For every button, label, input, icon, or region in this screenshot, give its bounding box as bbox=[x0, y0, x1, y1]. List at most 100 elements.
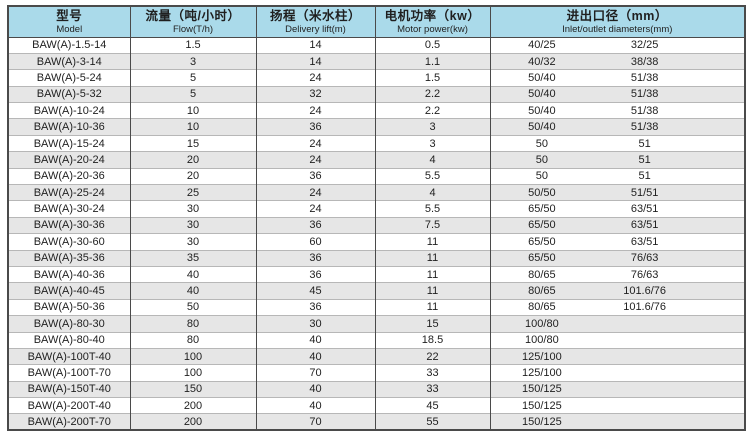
inlet-outlet-value-1: 125/100 bbox=[521, 367, 562, 379]
column-header-motor-power-zh: 电机功率（kw） bbox=[384, 8, 481, 23]
table-row: BAW(A)-1.5-14 1.5 14 0.5 40/25 32/25 bbox=[8, 37, 745, 54]
inlet-outlet-value-2: 63/51 bbox=[630, 235, 659, 248]
cell-inlet-outlet: 50/50 51/51 bbox=[489, 184, 745, 201]
cell-motor-power: 45 bbox=[374, 397, 490, 414]
inlet-outlet-value-2: 32/25 bbox=[630, 39, 659, 52]
inlet-outlet-value-1: 125/100 bbox=[521, 350, 562, 363]
cell-motor-power: 1.5 bbox=[374, 69, 490, 87]
cell-inlet-outlet: 50/40 51/38 bbox=[489, 118, 745, 136]
cell-delivery-lift: 24 bbox=[255, 151, 375, 169]
cell-flow: 20 bbox=[129, 167, 256, 185]
cell-motor-power: 11 bbox=[374, 298, 490, 316]
column-header-flow: 流量（吨/小时） Flow(T/h) bbox=[129, 6, 256, 38]
inlet-outlet-value-2 bbox=[593, 351, 696, 363]
column-header-model: 型号 Model bbox=[8, 6, 130, 38]
cell-model: BAW(A)-1.5-14 bbox=[32, 39, 107, 52]
column-header-model-en: Model bbox=[56, 23, 83, 35]
table-row: BAW(A)-30-36 30 36 7.5 65/50 63/51 bbox=[8, 216, 745, 234]
column-header-motor-power: 电机功率（kw） Motor power(kw) bbox=[374, 6, 490, 38]
inlet-outlet-value-1: 65/50 bbox=[528, 252, 556, 265]
inlet-outlet-value-2: 76/63 bbox=[630, 252, 659, 265]
cell-motor-power: 11 bbox=[374, 249, 490, 267]
cell-flow: 15 bbox=[129, 134, 256, 152]
inlet-outlet-value-1: 50/40 bbox=[528, 104, 556, 117]
table-row: BAW(A)-20-36 20 36 5.5 50 51 bbox=[8, 167, 745, 185]
column-header-flow-zh: 流量（吨/小时） bbox=[145, 8, 241, 23]
cell-inlet-outlet: 125/100 bbox=[489, 347, 745, 365]
inlet-outlet-value-1: 100/80 bbox=[525, 334, 559, 347]
cell-model: BAW(A)-35-36 bbox=[8, 249, 130, 267]
cell-inlet-outlet: 40/32 38/38 bbox=[489, 52, 745, 70]
cell-flow: 100 bbox=[129, 347, 256, 365]
cell-motor-power: 11 bbox=[374, 282, 490, 300]
inlet-outlet-value-2: 101.6/76 bbox=[623, 301, 667, 314]
cell-inlet-outlet: 50 51 bbox=[489, 151, 745, 169]
inlet-outlet-value-2: 51/38 bbox=[630, 104, 659, 117]
cell-flow: 40 bbox=[129, 282, 256, 300]
cell-motor-power: 33 bbox=[374, 364, 490, 382]
column-header-flow-en: Flow(T/h) bbox=[172, 23, 214, 35]
cell-flow: 3 bbox=[129, 52, 256, 70]
cell-flow: 100 bbox=[129, 364, 256, 382]
cell-inlet-outlet: 150/125 bbox=[489, 413, 745, 431]
cell-delivery-lift: 14 bbox=[255, 52, 375, 70]
cell-delivery-lift: 40 bbox=[255, 380, 375, 398]
inlet-outlet-value-2 bbox=[593, 383, 696, 395]
column-header-inlet-outlet: 进出口径（mm） Inlet/outlet diameters(mm) bbox=[489, 6, 745, 38]
cell-model: BAW(A)-200T-70 bbox=[8, 413, 130, 431]
table-row: BAW(A)-40-36 40 36 11 80/65 76/63 bbox=[8, 265, 745, 283]
inlet-outlet-value-2: 51 bbox=[638, 170, 651, 183]
cell-motor-power: 33 bbox=[374, 380, 490, 398]
table-row: BAW(A)-80-30 80 30 15 100/80 bbox=[8, 315, 745, 333]
cell-delivery-lift: 70 bbox=[255, 364, 375, 382]
cell-delivery-lift: 24 bbox=[255, 134, 375, 152]
cell-motor-power: 3 bbox=[374, 118, 490, 136]
inlet-outlet-value-1: 80/65 bbox=[528, 285, 556, 298]
table-row: BAW(A)-3-14 3 14 1.1 40/32 38/38 bbox=[8, 52, 745, 70]
cell-flow: 40 bbox=[129, 265, 256, 283]
inlet-outlet-value-1: 50/50 bbox=[528, 186, 556, 199]
cell-flow: 80 bbox=[129, 331, 256, 349]
cell-delivery-lift: 14 bbox=[255, 37, 375, 54]
inlet-outlet-value-1: 65/50 bbox=[528, 235, 556, 248]
cell-motor-power: 4 bbox=[374, 184, 490, 201]
column-header-inlet-outlet-en: Inlet/outlet diameters(mm) bbox=[562, 23, 673, 35]
inlet-outlet-value-2: 38/38 bbox=[630, 55, 659, 68]
cell-inlet-outlet: 50/40 51/38 bbox=[489, 69, 745, 87]
column-header-model-zh: 型号 bbox=[56, 8, 83, 23]
cell-motor-power: 15 bbox=[374, 315, 490, 333]
cell-delivery-lift: 40 bbox=[255, 397, 375, 414]
cell-model: BAW(A)-40-36 bbox=[8, 265, 130, 283]
cell-inlet-outlet: 100/80 bbox=[489, 331, 745, 349]
inlet-outlet-value-2 bbox=[593, 334, 696, 346]
cell-delivery-lift: 70 bbox=[255, 413, 375, 431]
table-header: 型号 Model 流量（吨/小时） Flow(T/h) 扬程（米水柱） Deli… bbox=[8, 6, 745, 38]
cell-inlet-outlet: 150/125 bbox=[489, 397, 745, 414]
table-row: BAW(A)-30-24 30 24 5.5 65/50 63/51 bbox=[8, 200, 745, 218]
cell-inlet-outlet: 125/100 bbox=[489, 364, 745, 382]
inlet-outlet-value-1: 50/40 bbox=[528, 88, 556, 101]
cell-flow: 30 bbox=[129, 233, 256, 251]
table-row: BAW(A)-20-24 20 24 4 50 51 bbox=[8, 151, 745, 169]
cell-model: BAW(A)-30-60 bbox=[8, 233, 130, 251]
cell-delivery-lift: 30 bbox=[255, 315, 375, 333]
cell-motor-power: 0.5 bbox=[374, 37, 490, 54]
cell-flow: 200 bbox=[129, 413, 256, 431]
table-row: BAW(A)-100T-40 100 40 22 125/100 bbox=[8, 347, 745, 365]
cell-flow: 25 bbox=[129, 184, 256, 201]
cell-flow: 150 bbox=[129, 380, 256, 398]
table-row: BAW(A)-50-36 50 36 11 80/65 101.6/76 bbox=[8, 298, 745, 316]
cell-delivery-lift: 24 bbox=[255, 102, 375, 119]
cell-delivery-lift: 36 bbox=[255, 167, 375, 185]
inlet-outlet-value-1: 150/125 bbox=[521, 383, 562, 396]
cell-model: BAW(A)-25-24 bbox=[8, 184, 130, 201]
inlet-outlet-value-1: 40/32 bbox=[528, 55, 556, 68]
cell-motor-power: 11 bbox=[374, 265, 490, 283]
inlet-outlet-value-2 bbox=[593, 367, 696, 379]
cell-inlet-outlet: 80/65 101.6/76 bbox=[489, 282, 745, 300]
cell-model: BAW(A)-3-14 bbox=[8, 52, 130, 70]
cell-flow: 5 bbox=[129, 85, 256, 103]
cell-flow: 20 bbox=[129, 151, 256, 169]
table-row: BAW(A)-5-24 5 24 1.5 50/40 51/38 bbox=[8, 69, 745, 87]
inlet-outlet-value-1: 150/125 bbox=[521, 399, 562, 412]
